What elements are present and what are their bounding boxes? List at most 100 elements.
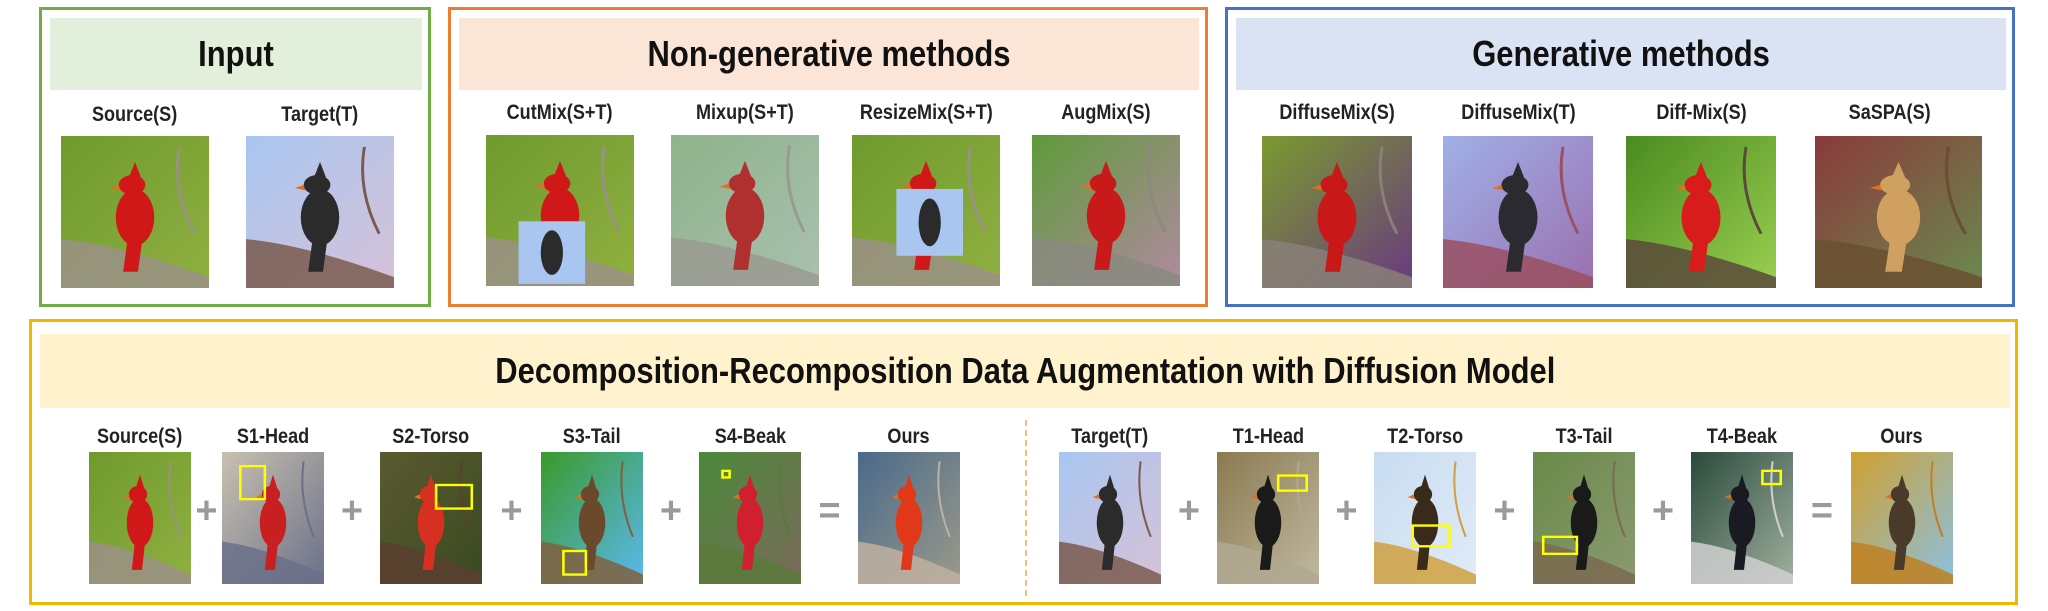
bird-beak: [1492, 184, 1503, 191]
bird-body: [1876, 189, 1921, 246]
bird-tail: [1689, 239, 1709, 272]
generative-0-label: DiffuseMix(S): [1237, 101, 1437, 125]
bird-head: [128, 485, 148, 503]
source-part-4-label-text: S4-Beak: [714, 425, 786, 448]
bird-head: [580, 485, 600, 503]
part-highlight-box: [1761, 469, 1783, 486]
generative-1-image: [1443, 136, 1593, 288]
dashed-divider: [1025, 420, 1027, 596]
bird-head: [118, 175, 146, 195]
generative-3-label: SaSPA(S): [1790, 101, 1990, 125]
twig: [601, 145, 621, 233]
twig: [967, 145, 987, 233]
bird-body: [259, 498, 287, 548]
target-plus-sign: +: [1651, 490, 1675, 532]
target-plus-sign: +: [1335, 490, 1358, 532]
bird-beak: [1724, 494, 1732, 500]
bird-crest: [1263, 474, 1273, 488]
non-generative-2-label: ResizeMix(S+T): [826, 101, 1026, 125]
target-part-0-label-text: Target(T): [1071, 425, 1149, 448]
bird-head: [728, 173, 756, 194]
bird-crest: [1695, 162, 1707, 178]
bird-tail: [264, 541, 279, 570]
source-plus-sign: +: [500, 490, 523, 532]
pasted-crow: [540, 230, 563, 275]
bird-beak: [719, 183, 731, 189]
bird-head: [897, 485, 917, 503]
bird-crest: [1579, 474, 1589, 488]
bird-tail: [741, 541, 756, 570]
target-part-1-image: [1217, 452, 1319, 584]
bird-crest: [1331, 162, 1343, 178]
source-part-1-label-text: S1-Head: [236, 425, 310, 448]
bird-beak: [109, 184, 121, 191]
bird-tail: [422, 541, 437, 570]
non-generative-1-label-text: Mixup(S+T): [696, 101, 794, 124]
generative-panel: Generative methods: [1225, 7, 2015, 307]
source-part-2-label: S2-Torso: [331, 425, 531, 449]
bird-body: [1096, 498, 1124, 548]
source-part-2-label-text: S2-Torso: [392, 425, 470, 448]
bird-crest: [1100, 160, 1112, 176]
generative-2-label: Diff-Mix(S): [1601, 101, 1801, 125]
bird-tail: [1506, 239, 1526, 272]
decomposition-panel: Decomposition-Recomposition Data Augment…: [29, 319, 2018, 605]
twig: [1453, 461, 1467, 538]
decomposition-title: Decomposition-Recomposition Data Augment…: [494, 350, 1556, 391]
twig: [459, 461, 473, 538]
bird-beak: [1092, 494, 1100, 500]
input-1-label: Target(T): [220, 103, 420, 127]
bird-head: [1256, 485, 1276, 503]
input-0-label-text: Source(S): [92, 103, 178, 126]
twig: [620, 461, 634, 538]
bird-body: [115, 189, 155, 246]
source-plus-sign: +: [340, 490, 364, 532]
target-part-5-label-text: Ours: [1880, 425, 1924, 448]
bird-tail: [131, 541, 146, 570]
target-part-5-image: [1851, 452, 1953, 584]
target-part-3-label-text: T3-Tail: [1555, 425, 1613, 448]
bird-tail: [1575, 541, 1590, 570]
part-highlight-box: [1541, 535, 1579, 556]
source-part-1-image: [222, 452, 324, 584]
bird-body: [1254, 498, 1282, 548]
bird-body: [300, 189, 340, 246]
twig: [1742, 146, 1763, 235]
twig: [1944, 146, 1967, 235]
bird-crest: [426, 474, 436, 488]
bird-beak: [891, 494, 899, 500]
bird-head: [303, 175, 331, 195]
non-generative-2-label-text: ResizeMix(S+T): [859, 101, 993, 124]
bird-tail: [1733, 541, 1748, 570]
bird-beak: [413, 494, 421, 500]
bird-crest: [739, 160, 751, 176]
target-part-2-label-text: T2-Torso: [1387, 425, 1463, 448]
source-part-5-image: [858, 452, 960, 584]
bird-crest: [587, 474, 597, 488]
bird-beak: [1566, 494, 1574, 500]
bird-head: [543, 173, 571, 194]
bird-head: [419, 485, 439, 503]
non-generative-2-image: [852, 135, 1000, 286]
non-generative-3-label: AugMix(S): [1006, 101, 1206, 125]
bird-head: [1413, 485, 1433, 503]
bird-beak: [1870, 184, 1882, 191]
source-part-3-label: S3-Tail: [492, 425, 692, 449]
bird-head: [1089, 173, 1117, 194]
bird-beak: [294, 184, 306, 191]
part-highlight-box: [239, 464, 267, 501]
generative-1-label: DiffuseMix(T): [1418, 101, 1618, 125]
target-part-4-label: T4-Beak: [1642, 425, 1842, 449]
generative-title: Generative methods: [1472, 33, 1770, 74]
twig: [1770, 461, 1784, 538]
non-generative-0-label-text: CutMix(S+T): [507, 101, 613, 124]
target-plus-sign: +: [1493, 490, 1516, 532]
bird-crest: [1891, 162, 1906, 178]
twig: [361, 146, 381, 235]
bird-head: [261, 485, 281, 503]
bird-head: [1890, 485, 1910, 503]
target-part-5-label: Ours: [1802, 425, 2002, 449]
bird-crest: [1737, 474, 1747, 488]
bird-tail: [1325, 239, 1345, 272]
input-1-image: [246, 136, 394, 288]
